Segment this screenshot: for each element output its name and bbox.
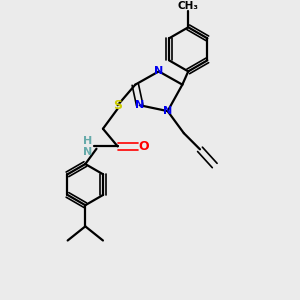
Text: N: N bbox=[154, 66, 164, 76]
Text: S: S bbox=[113, 99, 122, 112]
Text: N: N bbox=[163, 106, 172, 116]
Text: H
N: H N bbox=[83, 136, 92, 157]
Text: CH₃: CH₃ bbox=[178, 1, 199, 11]
Text: O: O bbox=[138, 140, 149, 153]
Text: N: N bbox=[135, 100, 144, 110]
